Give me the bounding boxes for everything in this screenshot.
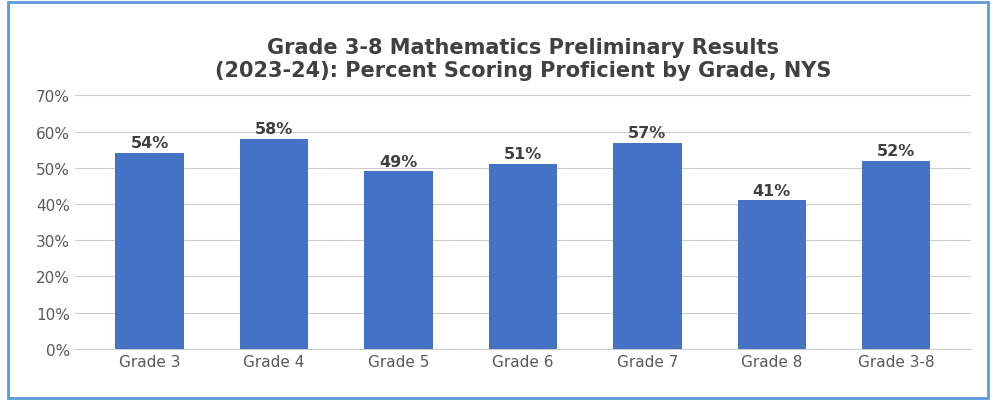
Bar — [737, 201, 806, 349]
Bar — [365, 172, 432, 349]
Text: 41%: 41% — [753, 183, 791, 198]
Text: 54%: 54% — [130, 136, 168, 151]
Bar — [116, 154, 184, 349]
Text: 58%: 58% — [255, 122, 293, 137]
Bar — [240, 140, 309, 349]
Text: 57%: 57% — [628, 125, 666, 140]
Text: 52%: 52% — [877, 143, 915, 158]
Bar — [489, 165, 557, 349]
Text: 51%: 51% — [504, 147, 542, 162]
Bar — [614, 143, 681, 349]
Text: 49%: 49% — [379, 154, 417, 169]
Title: Grade 3-8 Mathematics Preliminary Results
(2023-24): Percent Scoring Proficient : Grade 3-8 Mathematics Preliminary Result… — [215, 38, 831, 81]
Bar — [862, 161, 930, 349]
